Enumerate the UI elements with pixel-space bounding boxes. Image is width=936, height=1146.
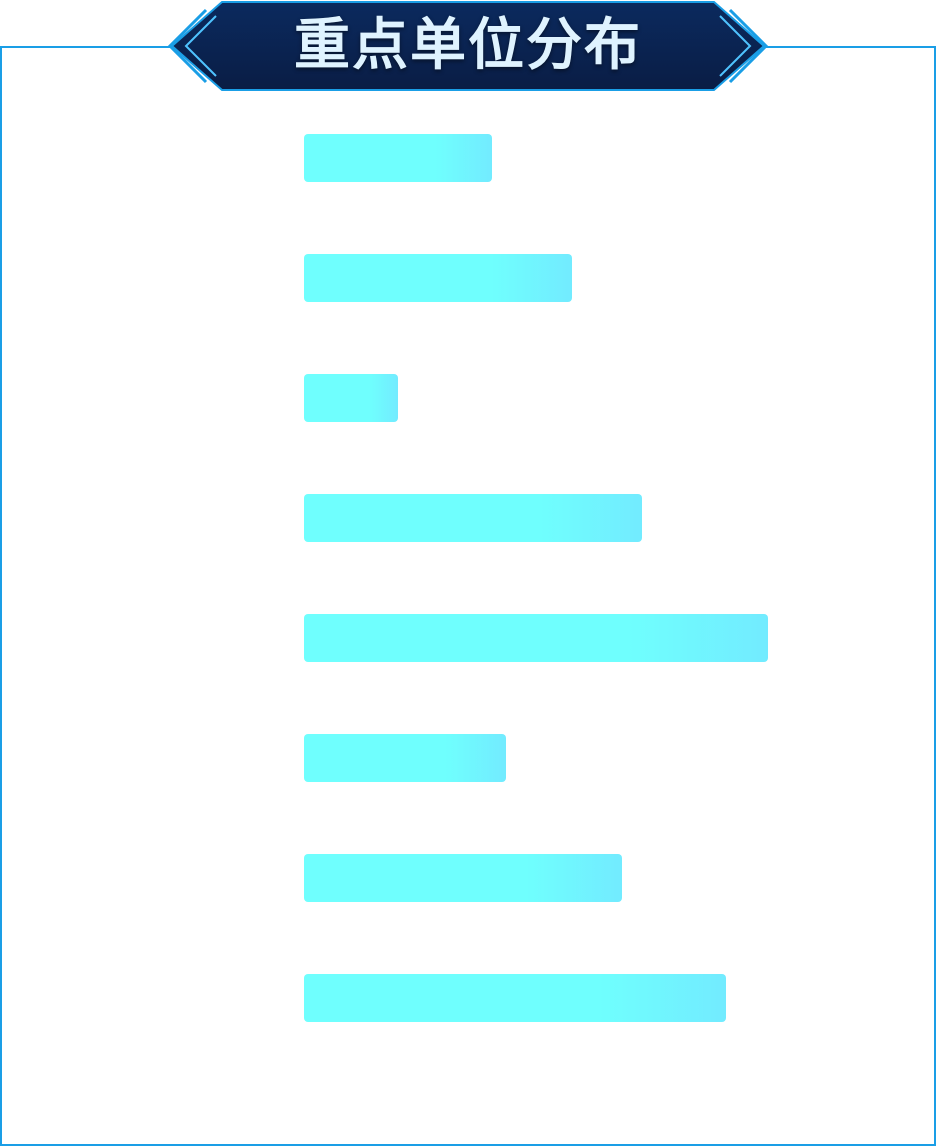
bar-3 bbox=[304, 374, 398, 422]
bar-8 bbox=[304, 974, 726, 1022]
page-title: 重点单位分布 bbox=[294, 13, 642, 78]
title-badge: 重点单位分布 bbox=[166, 0, 770, 92]
title-badge-shape bbox=[167, 0, 769, 91]
bar-1 bbox=[304, 134, 492, 182]
chart-panel bbox=[0, 46, 936, 1146]
bar-4 bbox=[304, 494, 642, 542]
bar-7 bbox=[304, 854, 622, 902]
bar-2 bbox=[304, 254, 572, 302]
bar-6 bbox=[304, 734, 506, 782]
bar-5 bbox=[304, 614, 768, 662]
bar-group bbox=[304, 134, 768, 1022]
